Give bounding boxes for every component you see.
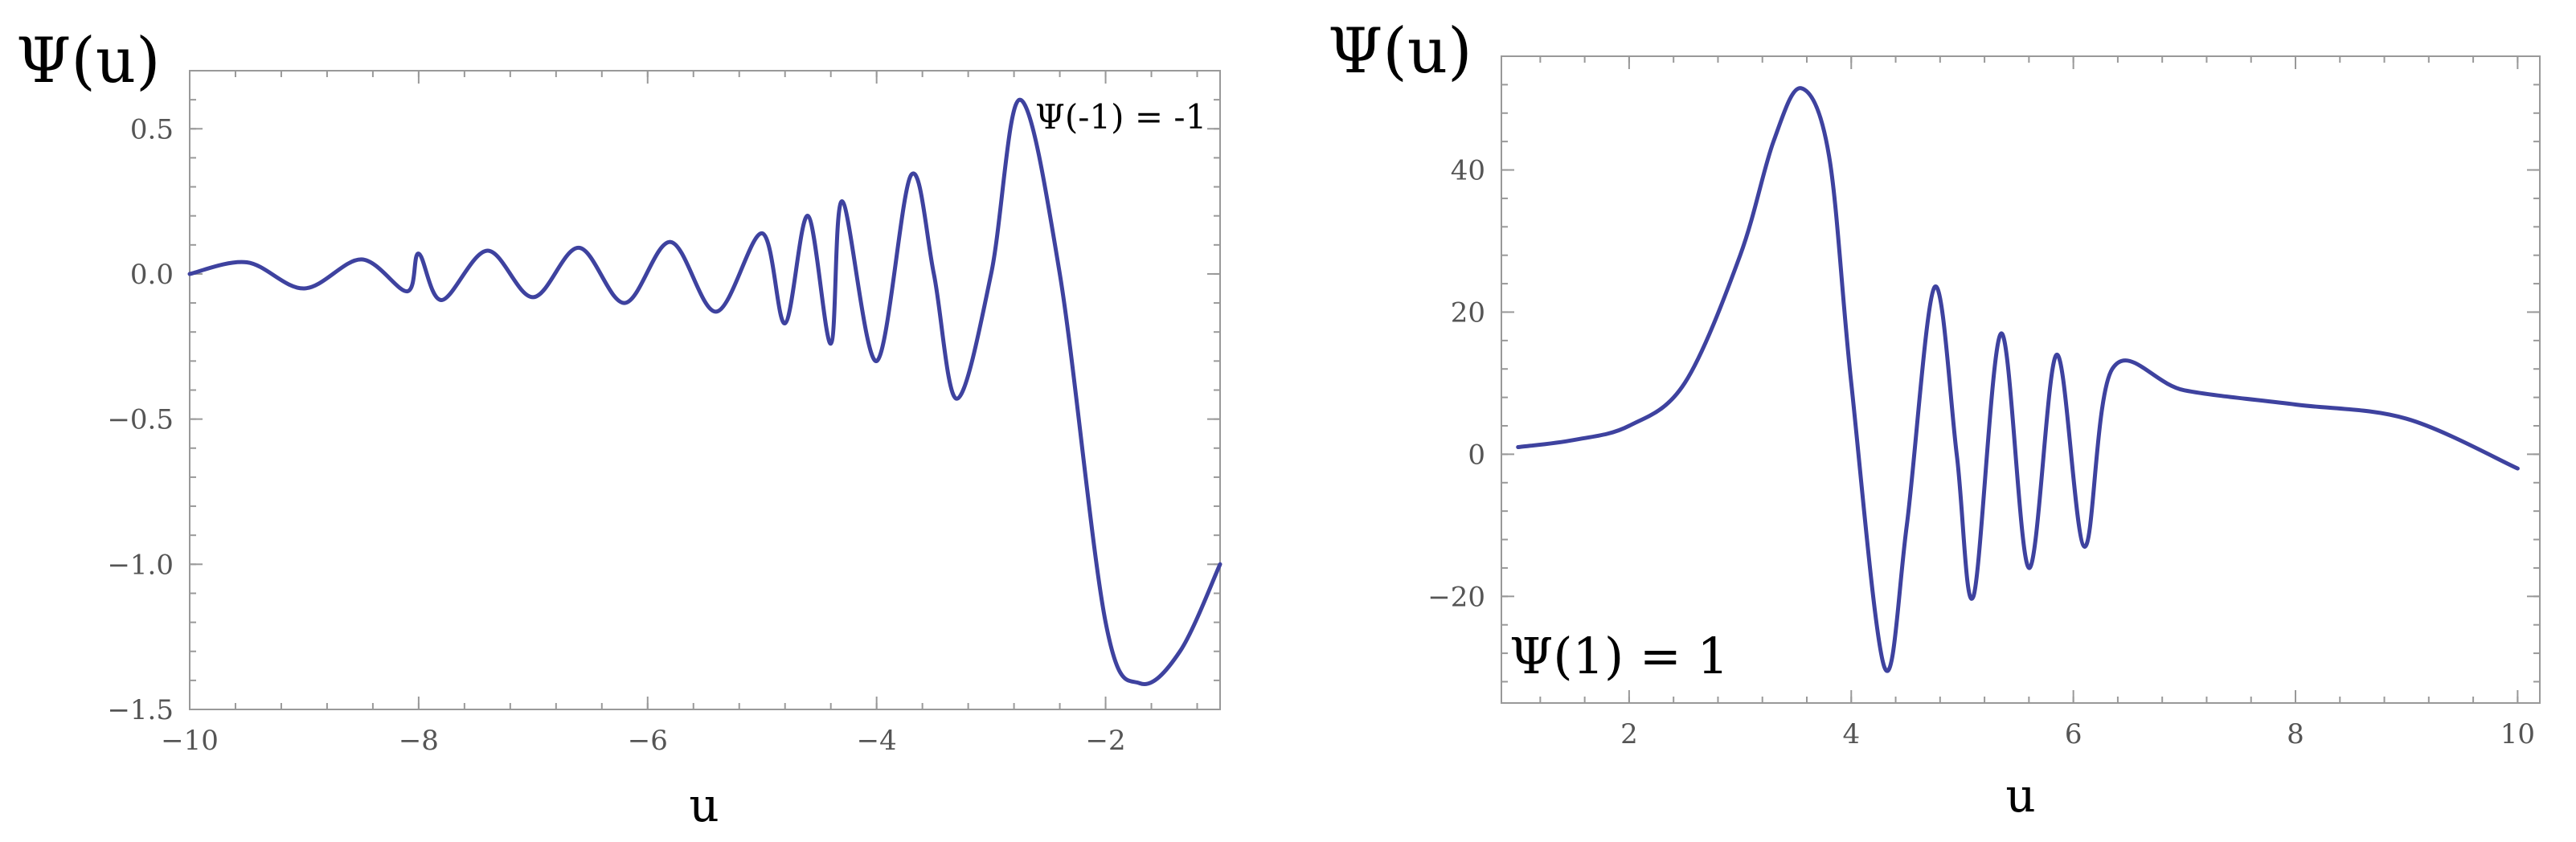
left-chart: Ψ(u) −1.5 −1.0 −0.5 0.0 0.5 −10 −8 −6 −4 −2 Ψ(-1… — [16, 25, 1222, 832]
left-x-tick-labels: −10 −8 −6 −4 −2 — [161, 725, 1126, 757]
x-tick-label: 6 — [2065, 718, 2083, 750]
left-annotation: Ψ(-1) = -1 — [1035, 97, 1206, 137]
right-chart: Ψ(u) −20 0 20 40 2 4 6 8 10 Ψ(1) = 1 u — [1328, 15, 2541, 823]
left-y-axis-label: Ψ(u) — [16, 25, 161, 97]
left-ticks — [189, 70, 1220, 710]
left-series-line — [187, 97, 1222, 687]
right-series-line — [1516, 86, 2520, 673]
right-x-axis-label: u — [2005, 768, 2035, 823]
y-tick-label: −1.5 — [107, 694, 174, 726]
x-tick-label: 10 — [2500, 718, 2535, 750]
x-tick-label: −6 — [628, 725, 668, 757]
y-tick-label: 0 — [1468, 439, 1485, 471]
x-tick-label: 2 — [1620, 718, 1638, 750]
y-tick-label: −1.0 — [107, 549, 174, 581]
right-plot-frame — [1501, 55, 2541, 704]
right-annotation: Ψ(1) = 1 — [1509, 627, 1729, 685]
x-tick-label: −10 — [161, 725, 219, 757]
y-tick-label: −0.5 — [107, 404, 174, 436]
y-tick-label: 20 — [1451, 296, 1485, 329]
y-tick-label: 0.0 — [130, 259, 174, 291]
x-tick-label: −8 — [399, 725, 439, 757]
left-y-tick-labels: −1.5 −1.0 −0.5 0.0 0.5 — [107, 113, 174, 726]
y-tick-label: −20 — [1427, 581, 1485, 613]
x-tick-label: −2 — [1085, 725, 1125, 757]
x-tick-label: 8 — [2287, 718, 2304, 750]
right-ticks — [1501, 55, 2540, 703]
x-tick-label: 4 — [1842, 718, 1860, 750]
right-y-tick-labels: −20 0 20 40 — [1427, 155, 1485, 614]
right-y-axis-label: Ψ(u) — [1328, 15, 1472, 88]
y-tick-label: 40 — [1451, 155, 1485, 187]
x-tick-label: −4 — [857, 725, 897, 757]
left-plot-frame — [189, 70, 1221, 710]
y-tick-label: 0.5 — [130, 113, 174, 145]
left-x-axis-label: u — [689, 778, 719, 832]
right-x-tick-labels: 2 4 6 8 10 — [1620, 718, 2535, 750]
